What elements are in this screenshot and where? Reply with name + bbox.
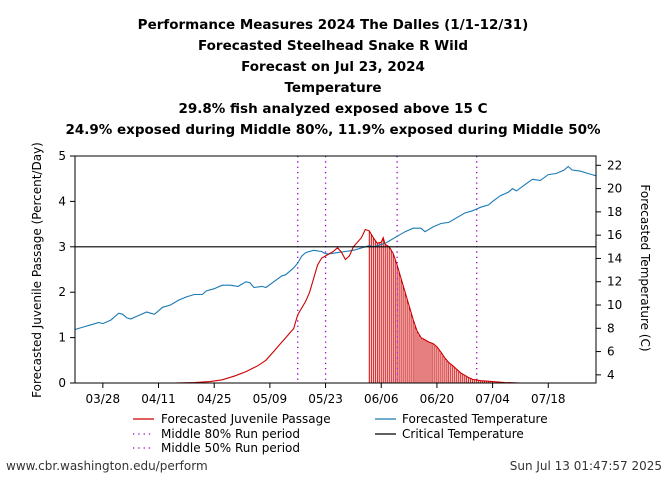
x-tick-label: 04/25 bbox=[197, 392, 232, 406]
chart-subtitle-forecast-date: Forecast on Jul 23, 2024 bbox=[241, 59, 425, 75]
legend-label-temperature: Forecasted Temperature bbox=[402, 412, 548, 426]
y-right-tick-label: 4 bbox=[607, 368, 615, 382]
x-tick-label: 06/06 bbox=[364, 392, 399, 406]
footer-timestamp: Sun Jul 13 01:47:57 2025 bbox=[510, 459, 662, 473]
y-right-tick-label: 20 bbox=[607, 182, 622, 196]
y-right-tick-label: 14 bbox=[607, 251, 622, 265]
series-layer bbox=[74, 156, 597, 384]
y-left-tick-label: 3 bbox=[58, 240, 66, 254]
x-tick-label: 07/18 bbox=[531, 392, 566, 406]
y-right-tick-label: 8 bbox=[607, 321, 615, 335]
x-tick-label: 05/23 bbox=[308, 392, 343, 406]
y-left-tick-label: 5 bbox=[58, 149, 66, 163]
chart-title: Performance Measures 2024 The Dalles (1/… bbox=[138, 17, 529, 33]
passage-series-line bbox=[174, 228, 521, 384]
x-tick-label: 03/28 bbox=[86, 392, 121, 406]
y-left-tick-label: 1 bbox=[58, 331, 66, 345]
chart-subtitle-exposure: 29.8% fish analyzed exposed above 15 C bbox=[179, 101, 488, 117]
y-axis-right-label: Forecasted Temperature (C) bbox=[638, 184, 652, 351]
y-left-tick-label: 4 bbox=[58, 194, 66, 208]
legend-label-middle-50: Middle 50% Run period bbox=[161, 441, 300, 455]
footer-url[interactable]: www.cbr.washington.edu/perform bbox=[6, 459, 208, 473]
exposure-shading bbox=[368, 230, 494, 383]
x-tick-label: 06/20 bbox=[420, 392, 455, 406]
plot-frame bbox=[74, 155, 597, 384]
y-right-tick-label: 18 bbox=[607, 205, 622, 219]
y-right-tick-label: 10 bbox=[607, 298, 622, 312]
temperature-series-line bbox=[74, 165, 597, 331]
chart-subtitle-exposure-middle: 24.9% exposed during Middle 80%, 11.9% e… bbox=[65, 122, 601, 138]
legend-label-critical: Critical Temperature bbox=[402, 427, 524, 441]
y-axis-left-label: Forecasted Juvenile Passage (Percent/Day… bbox=[30, 142, 44, 398]
y-left-tick-label: 0 bbox=[58, 376, 66, 390]
y-left-tick-label: 2 bbox=[58, 285, 66, 299]
y-right-tick-label: 12 bbox=[607, 275, 622, 289]
legend-label-passage: Forecasted Juvenile Passage bbox=[161, 412, 331, 426]
legend: Forecasted Juvenile Passage Forecasted T… bbox=[133, 412, 548, 455]
y-right-tick-label: 16 bbox=[607, 228, 622, 242]
y-right-tick-label: 6 bbox=[607, 345, 615, 359]
x-tick-label: 04/11 bbox=[141, 392, 176, 406]
chart-subtitle-species: Forecasted Steelhead Snake R Wild bbox=[198, 38, 468, 54]
x-tick-label: 05/09 bbox=[253, 392, 288, 406]
y-right-tick-label: 22 bbox=[607, 158, 622, 172]
chart-subtitle-measure: Temperature bbox=[284, 80, 381, 96]
legend-label-middle-80: Middle 80% Run period bbox=[161, 427, 300, 441]
x-tick-label: 07/04 bbox=[475, 392, 510, 406]
